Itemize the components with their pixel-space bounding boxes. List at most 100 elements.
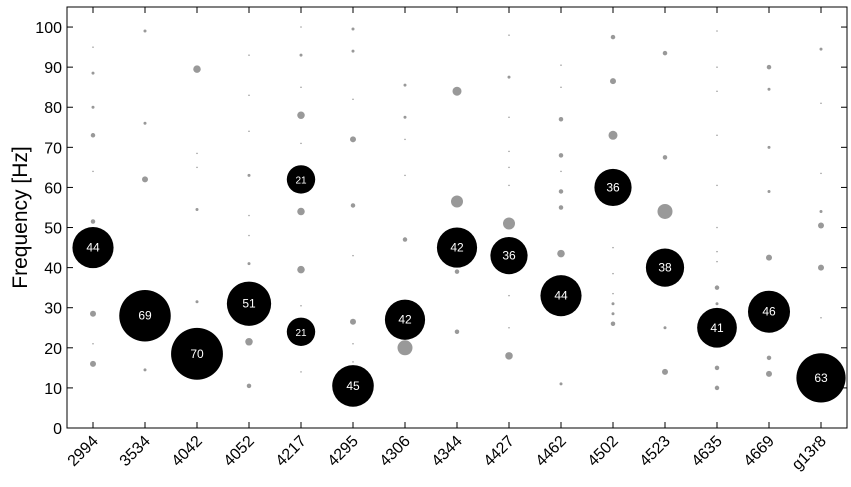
background-point <box>248 214 250 217</box>
background-point <box>300 86 302 88</box>
background-point <box>610 34 616 40</box>
highlight-bubble <box>286 165 316 194</box>
x-tick-label: 2994 <box>65 433 102 470</box>
background-point <box>820 102 822 104</box>
highlight-bubble <box>540 275 582 317</box>
bubble-label: 44 <box>554 289 568 303</box>
highlight-bubble <box>72 227 114 269</box>
background-point <box>248 130 250 133</box>
x-tick-label: 4344 <box>429 433 466 470</box>
highlight-bubble <box>171 327 223 380</box>
background-point <box>508 34 510 36</box>
background-point <box>767 189 771 193</box>
background-point <box>404 138 406 141</box>
y-tick-label: 0 <box>53 421 62 438</box>
background-point <box>716 260 718 263</box>
background-point <box>766 64 772 70</box>
background-point <box>143 368 147 372</box>
x-tick-label: 4669 <box>741 433 778 470</box>
background-point <box>766 355 772 361</box>
background-point <box>90 360 96 367</box>
background-point <box>397 340 413 356</box>
background-point <box>662 155 668 160</box>
background-point <box>91 71 95 75</box>
background-point <box>92 343 94 345</box>
background-point <box>767 145 771 149</box>
highlight-bubble <box>594 168 632 207</box>
highlight-bubble <box>332 365 374 407</box>
background-point <box>196 152 198 155</box>
y-axis-label: Frequency [Hz] <box>9 146 32 288</box>
background-point <box>508 184 510 187</box>
background-point <box>716 134 718 137</box>
x-tick-label: 4502 <box>585 433 622 470</box>
highlight-bubble <box>490 236 528 275</box>
background-point <box>404 174 406 177</box>
background-point <box>714 365 720 371</box>
background-point <box>193 65 201 73</box>
background-point <box>246 383 252 389</box>
background-point <box>558 153 564 158</box>
background-point <box>247 262 251 266</box>
y-tick-label: 20 <box>44 341 62 358</box>
background-point <box>196 166 198 169</box>
background-point <box>508 166 510 169</box>
x-tick-label: 4052 <box>221 433 258 470</box>
bubble-label: 45 <box>346 379 360 393</box>
bubble-label: 42 <box>398 313 412 327</box>
x-tick-label: g13r8 <box>789 433 830 474</box>
y-tick-label: 50 <box>44 221 62 238</box>
background-point <box>767 87 771 91</box>
y-tick-label: 90 <box>44 60 62 77</box>
background-point <box>559 382 563 386</box>
background-point <box>557 249 565 258</box>
x-tick-label: 4042 <box>169 433 206 470</box>
highlight-bubble <box>436 227 478 268</box>
highlight-bubble <box>747 290 791 333</box>
background-point <box>90 219 96 224</box>
x-tick-label: 4462 <box>533 433 570 470</box>
x-tick-label: 4306 <box>377 433 414 470</box>
background-point <box>716 66 718 68</box>
background-point <box>714 285 720 290</box>
background-point <box>715 302 719 306</box>
bubble-label: 21 <box>295 175 307 186</box>
background-point <box>716 90 718 92</box>
background-point <box>560 64 562 66</box>
background-point <box>818 222 824 229</box>
background-points <box>90 26 824 391</box>
background-point <box>766 370 772 377</box>
background-point <box>352 361 354 363</box>
background-point <box>716 250 718 253</box>
background-point <box>352 343 354 345</box>
x-tick-label: 4635 <box>689 433 726 470</box>
bubble-label: 63 <box>814 371 828 385</box>
background-point <box>657 203 673 219</box>
bubble-label: 21 <box>295 328 307 339</box>
background-point <box>90 310 96 317</box>
background-point <box>351 49 355 53</box>
background-point <box>454 329 460 335</box>
background-point <box>819 209 823 213</box>
background-point <box>92 170 94 173</box>
highlight-bubble <box>119 289 171 342</box>
background-point <box>451 195 463 208</box>
background-point <box>507 75 511 79</box>
bubble-label: 51 <box>242 297 256 311</box>
x-tick-label: 4427 <box>481 433 518 470</box>
background-point <box>611 312 615 316</box>
background-point <box>92 46 94 48</box>
background-point <box>297 111 305 120</box>
x-tick-label: 4295 <box>325 433 362 470</box>
x-tick-label: 4523 <box>637 433 674 470</box>
highlight-bubble <box>697 307 737 348</box>
background-point <box>612 272 614 275</box>
background-point <box>297 265 305 274</box>
background-point <box>818 264 824 271</box>
background-point <box>403 115 407 119</box>
y-tick-label: 80 <box>44 100 62 117</box>
y-tick-label: 100 <box>35 20 62 37</box>
highlight-bubble <box>384 299 426 340</box>
